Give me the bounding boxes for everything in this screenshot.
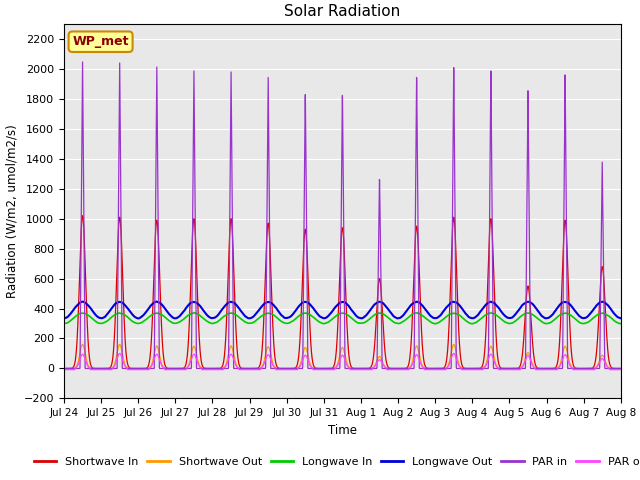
Shortwave In <box>467 366 475 372</box>
PAR out <box>161 365 168 371</box>
Longwave Out <box>161 305 168 311</box>
PAR out <box>616 367 624 372</box>
Y-axis label: Radiation (W/m2, umol/m2/s): Radiation (W/m2, umol/m2/s) <box>5 124 18 298</box>
PAR in <box>79 59 86 65</box>
Longwave In <box>436 318 444 324</box>
Shortwave In <box>617 366 625 372</box>
Title: Solar Radiation: Solar Radiation <box>284 4 401 19</box>
Shortwave In <box>616 366 624 372</box>
Line: PAR in: PAR in <box>64 62 621 369</box>
Line: Longwave In: Longwave In <box>64 313 621 324</box>
Longwave In <box>468 321 476 326</box>
Longwave In <box>60 321 68 326</box>
PAR in <box>60 366 68 372</box>
Shortwave In <box>161 359 168 364</box>
Longwave In <box>190 310 198 316</box>
Text: WP_met: WP_met <box>72 35 129 48</box>
Longwave In <box>322 320 330 326</box>
Shortwave In <box>322 366 330 372</box>
Shortwave Out <box>60 366 68 372</box>
Shortwave Out <box>161 365 168 371</box>
Longwave In <box>617 321 625 326</box>
Longwave In <box>431 321 439 326</box>
Longwave Out <box>322 315 330 321</box>
Longwave Out <box>60 315 68 321</box>
Shortwave Out <box>499 366 507 372</box>
Longwave Out <box>152 299 160 304</box>
PAR in <box>322 366 330 372</box>
PAR in <box>616 366 624 372</box>
Longwave Out <box>436 312 444 318</box>
Shortwave In <box>79 213 86 218</box>
PAR out <box>499 367 507 372</box>
PAR out <box>467 367 475 372</box>
Line: Shortwave In: Shortwave In <box>64 216 621 369</box>
Longwave In <box>616 321 624 326</box>
PAR out <box>116 350 124 356</box>
Legend: Shortwave In, Shortwave Out, Longwave In, Longwave Out, PAR in, PAR out: Shortwave In, Shortwave Out, Longwave In… <box>29 453 640 471</box>
PAR in <box>617 366 625 372</box>
PAR out <box>60 367 68 372</box>
Line: PAR out: PAR out <box>64 353 621 370</box>
Longwave Out <box>616 315 624 321</box>
PAR in <box>499 366 507 372</box>
Shortwave Out <box>616 366 624 372</box>
Longwave Out <box>617 315 625 321</box>
PAR in <box>467 366 475 372</box>
Shortwave Out <box>79 342 86 348</box>
Shortwave Out <box>467 366 475 372</box>
Line: Longwave Out: Longwave Out <box>64 301 621 318</box>
PAR in <box>161 366 168 372</box>
Shortwave In <box>436 366 444 372</box>
Longwave In <box>160 313 168 319</box>
PAR out <box>617 367 625 372</box>
Shortwave Out <box>617 366 625 372</box>
PAR out <box>436 367 444 372</box>
Shortwave Out <box>322 366 330 372</box>
PAR in <box>436 366 444 372</box>
Longwave In <box>499 318 507 324</box>
Shortwave In <box>60 366 68 372</box>
PAR out <box>322 367 330 372</box>
Longwave Out <box>499 311 507 317</box>
Longwave Out <box>468 315 476 321</box>
Shortwave In <box>499 365 507 371</box>
Longwave Out <box>134 315 142 321</box>
X-axis label: Time: Time <box>328 424 357 437</box>
Line: Shortwave Out: Shortwave Out <box>64 345 621 369</box>
Shortwave Out <box>436 366 444 372</box>
